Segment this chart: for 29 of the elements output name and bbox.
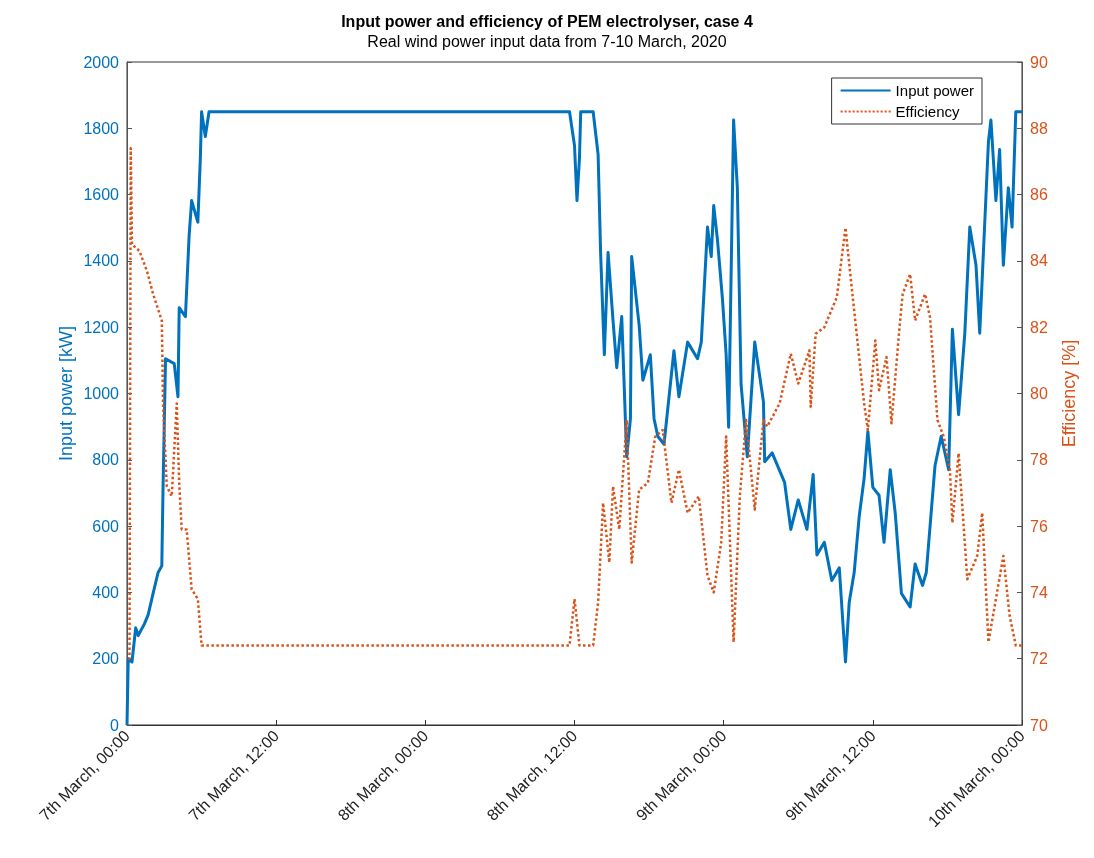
y-tick-label: 0: [110, 716, 120, 734]
y2-tick-label: 78: [1030, 451, 1048, 469]
y-tick-label: 1600: [83, 186, 120, 204]
y-axis-title: Input power [kW]: [56, 325, 76, 462]
y-tick-label: 1800: [83, 119, 120, 137]
y2-tick-label: 86: [1030, 186, 1048, 204]
chart-title: Input power and efficiency of PEM electrolyser, case 4: [341, 12, 753, 30]
legend-label: Input power: [895, 82, 975, 99]
y2-tick-label: 84: [1030, 252, 1048, 270]
y2-tick-label: 82: [1030, 318, 1048, 336]
y-tick-label: 600: [92, 517, 120, 535]
y2-tick-label: 76: [1030, 517, 1048, 535]
y-tick-label: 400: [92, 583, 120, 601]
y2-tick-label: 70: [1030, 716, 1048, 734]
y2-tick-label: 74: [1030, 583, 1048, 601]
y2-tick-label: 80: [1030, 385, 1048, 402]
y-tick-label: 200: [92, 650, 120, 668]
y-tick-label: 1400: [83, 252, 120, 270]
y2-tick-label: 72: [1030, 650, 1048, 668]
y2-tick-label: 90: [1030, 53, 1048, 71]
y-tick-label: 1000: [83, 385, 120, 402]
line-series: [126, 146, 1024, 660]
chart-subtitle: Real wind power input data from 7-10 March, 2020: [367, 32, 727, 50]
legend-label: Efficiency: [895, 103, 961, 120]
y-tick-label: 2000: [83, 53, 120, 71]
y2-axis-title: Efficiency [%]: [1059, 339, 1079, 448]
y2-tick-label: 88: [1030, 119, 1048, 137]
y-tick-label: 1200: [83, 318, 120, 336]
y-tick-label: 800: [92, 451, 120, 469]
